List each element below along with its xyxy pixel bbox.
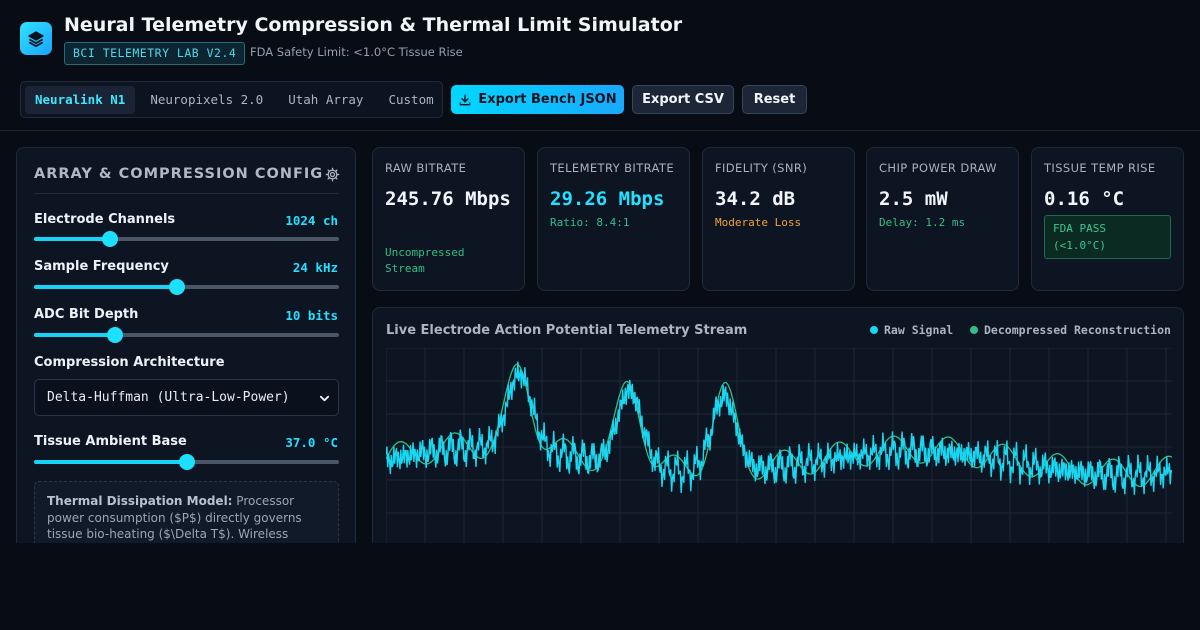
frequency-label: Sample Frequency [34,259,169,274]
legend-reconstruction-swatch [970,326,978,334]
config-title: ARRAY & COMPRESSION CONFIG [34,166,324,182]
metric-label: TELEMETRY BITRATE [550,161,675,175]
legend-raw-label: Raw Signal [884,323,954,337]
metric-value: 0.16 °C [1044,188,1125,210]
frequency-value: 24 kHz [292,260,338,275]
version-badge: BCI TELEMETRY LAB V2.4 [64,42,246,65]
fda-pass-badge: FDA PASS (<1.0°C) [1044,215,1171,259]
fda-badge-line1: FDA PASS [1053,222,1106,235]
fda-badge-line2: (<1.0°C) [1053,239,1106,252]
metric-card-telemetry-bitrate: TELEMETRY BITRATE 29.26 Mbps Ratio: 8.4:… [537,147,690,291]
legend-reconstruction-label: Decompressed Reconstruction [984,323,1171,337]
bottom-canvas [0,543,1200,630]
config-panel: ARRAY & COMPRESSION CONFIG Electrode Cha… [16,147,356,567]
export-csv-button[interactable]: Export CSV [632,85,734,114]
ambient-label: Tissue Ambient Base [34,434,187,449]
frequency-slider-handle[interactable] [168,279,185,295]
chevron-down-icon [319,395,330,402]
metric-sub: Ratio: 8.4:1 [550,216,630,229]
export-json-label: Export Bench JSON [478,92,617,107]
metric-value: 245.76 Mbps [385,188,511,210]
config-divider [34,193,339,194]
channels-label: Electrode Channels [34,212,176,227]
telemetry-chart [386,348,1172,566]
metric-sub: Uncompressed Stream [385,246,465,275]
bit-depth-slider-fill [34,333,115,337]
bit-depth-label: ADC Bit Depth [34,307,139,322]
legend-raw-swatch [870,326,878,334]
metric-value: 29.26 Mbps [550,188,665,210]
chart-title: Live Electrode Action Potential Telemetr… [386,323,748,338]
legend-reconstruction: Decompressed Reconstruction [970,323,1171,337]
download-icon [459,94,471,105]
metric-card-fidelity: FIDELITY (SNR) 34.2 dB Moderate Loss [702,147,855,291]
preset-tabs: Neuralink N1 Neuropixels 2.0 Utah Array … [20,81,443,118]
ambient-slider-handle[interactable] [178,454,195,470]
architecture-label: Compression Architecture [34,355,225,370]
metric-value: 34.2 dB [715,188,796,210]
ambient-slider-fill [34,460,187,464]
note-heading: Thermal Dissipation Model: [47,494,233,508]
metric-sub: Moderate Loss [715,216,802,229]
app-header: Neural Telemetry Compression & Thermal L… [0,0,1200,131]
channels-slider-handle[interactable] [102,231,119,247]
telemetry-chart-panel: Live Electrode Action Potential Telemetr… [372,307,1184,567]
export-json-button[interactable]: Export Bench JSON [451,85,624,114]
tab-neuralink-n1[interactable]: Neuralink N1 [25,85,136,114]
channels-slider[interactable] [34,231,339,247]
metric-card-raw-bitrate: RAW BITRATE 245.76 Mbps Uncompressed Str… [372,147,525,291]
reset-button[interactable]: Reset [742,85,807,114]
frequency-slider-fill [34,285,177,289]
safety-limit-note: FDA Safety Limit: <1.0°C Tissue Rise [250,45,463,59]
legend-raw: Raw Signal [870,323,953,337]
metric-value: 2.5 mW [879,188,948,210]
metric-card-power: CHIP POWER DRAW 2.5 mW Delay: 1.2 ms [866,147,1019,291]
ambient-slider[interactable] [34,454,339,470]
architecture-select[interactable]: Delta-Huffman (Ultra-Low-Power) [34,379,339,416]
bit-depth-slider-handle[interactable] [106,327,123,343]
note-text: Processor power consumption ($P$) direct… [47,494,302,541]
tab-neuropixels[interactable]: Neuropixels 2.0 [150,91,264,107]
tab-custom[interactable]: Custom [388,91,434,107]
bit-depth-value: 10 bits [285,308,338,323]
series-line-raw [386,361,1172,495]
frequency-slider[interactable] [34,279,339,295]
channels-slider-fill [34,237,111,241]
layers-icon [20,22,52,55]
ambient-value: 37.0 °C [285,435,338,450]
metric-sub: Delay: 1.2 ms [879,216,966,229]
metric-label: FIDELITY (SNR) [715,161,808,175]
bit-depth-slider[interactable] [34,327,339,343]
channels-value: 1024 ch [285,213,338,228]
architecture-selected-value: Delta-Huffman (Ultra-Low-Power) [47,390,290,405]
page-title: Neural Telemetry Compression & Thermal L… [64,14,683,36]
metric-label: RAW BITRATE [385,161,467,175]
metric-card-temp-rise: TISSUE TEMP RISE 0.16 °C FDA PASS (<1.0°… [1031,147,1184,291]
tab-utah-array[interactable]: Utah Array [288,91,364,107]
gear-icon[interactable] [325,167,340,182]
metric-label: TISSUE TEMP RISE [1044,161,1156,175]
metric-label: CHIP POWER DRAW [879,161,997,175]
